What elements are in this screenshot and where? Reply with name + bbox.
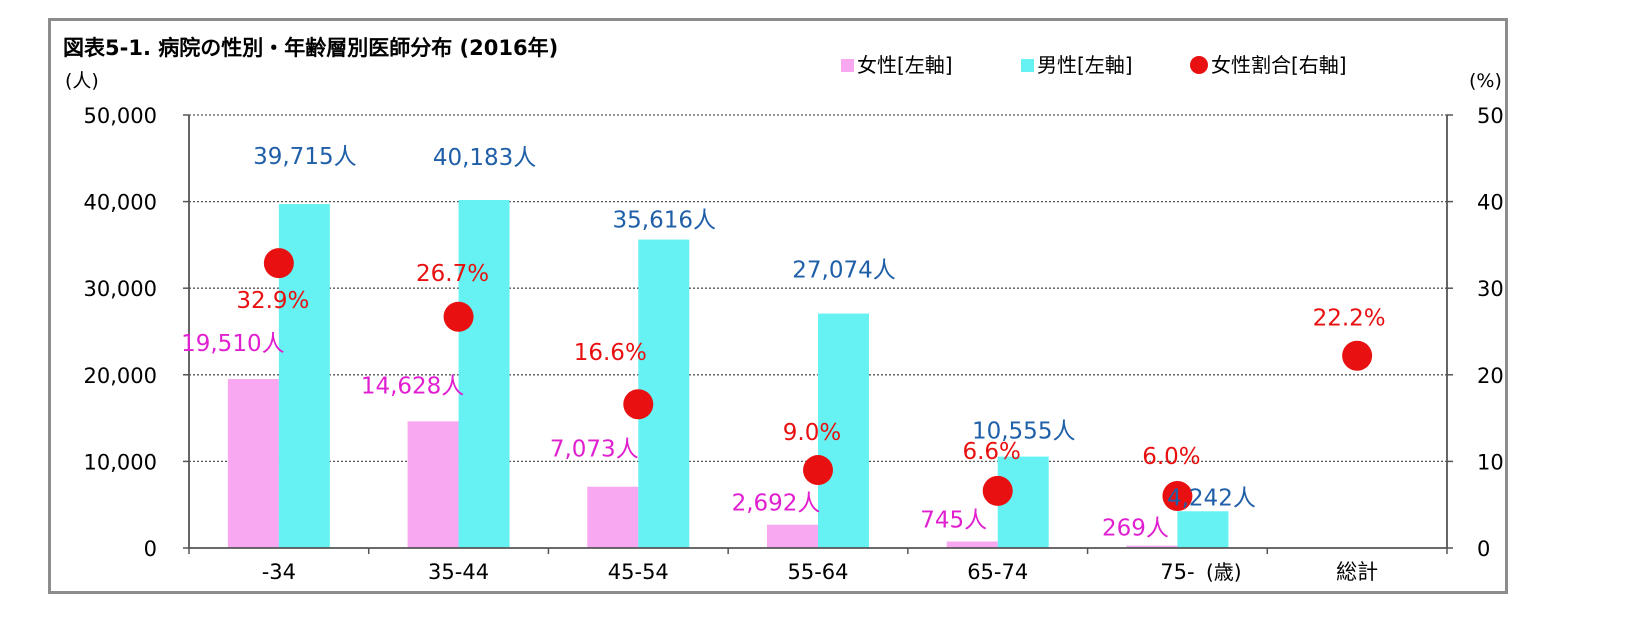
male-bar xyxy=(458,200,510,549)
female-bar xyxy=(1126,545,1178,548)
female-bar xyxy=(227,379,279,548)
female-bar xyxy=(407,421,459,548)
y-right-tick-label: 50 xyxy=(1477,104,1504,128)
male-data-label: 35,616人 xyxy=(613,208,716,234)
ratio-point xyxy=(982,475,1013,506)
ratio-data-label: 9.0% xyxy=(783,420,841,446)
legend-label-ratio: 女性割合[右軸] xyxy=(1211,53,1347,77)
axes: 0 0 10,000 10 20,000 20 30,000 30 40,000 40 50,000… xyxy=(84,104,1504,584)
y-right-tick-label: 0 xyxy=(1477,537,1490,561)
male-data-label: 39,715人 xyxy=(253,144,356,170)
male-data-label: 10,555人 xyxy=(972,419,1075,445)
x-tick-label: 75- xyxy=(1160,560,1194,584)
ratio-point xyxy=(443,301,474,332)
chart-svg: 図表5-1. 病院の性別・年齢層別医師分布 (2016年) (人) (%) (歳… xyxy=(63,36,1504,584)
female-data-label: 2,692人 xyxy=(732,491,821,517)
legend-swatch-ratio xyxy=(1190,56,1208,74)
y-left-tick-label: 50,000 xyxy=(84,104,157,128)
ratio-data-label: 32.9% xyxy=(236,288,309,314)
x-tick-label: -34 xyxy=(262,560,296,584)
chart-title: 図表5-1. 病院の性別・年齢層別医師分布 (2016年) xyxy=(63,36,558,60)
male-bar xyxy=(818,313,869,548)
female-bar xyxy=(946,541,998,548)
male-data-label: 40,183人 xyxy=(433,145,536,171)
ratio-point xyxy=(1342,340,1373,371)
female-data-label: 745人 xyxy=(920,508,987,534)
x-tick-label: 総計 xyxy=(1336,560,1378,584)
ratio-data-label: 22.2% xyxy=(1313,306,1386,332)
legend-swatch-male xyxy=(1021,59,1034,72)
female-bar xyxy=(587,486,639,548)
y-left-tick-label: 0 xyxy=(144,537,157,561)
y-right-tick-label: 10 xyxy=(1477,450,1504,474)
y-axis-left-label: (人) xyxy=(65,70,99,92)
male-data-label: 4,242人 xyxy=(1167,485,1256,511)
ratio-point xyxy=(623,389,654,420)
chart-frame: 図表5-1. 病院の性別・年齢層別医師分布 (2016年) (人) (%) (歳… xyxy=(48,18,1508,594)
gridlines xyxy=(189,114,1447,463)
y-left-tick-label: 30,000 xyxy=(84,277,157,301)
ratio-point xyxy=(803,455,833,486)
legend-label-male: 男性[左軸] xyxy=(1037,53,1133,77)
female-data-label: 14,628人 xyxy=(361,373,464,399)
data-labels: 19,510人 39,715人 32.9% 14,628人 40,183人 26.7% 7,… xyxy=(181,144,1386,542)
legend-swatch-female xyxy=(841,59,854,72)
ratio-data-label: 16.6% xyxy=(574,340,647,366)
male-data-label: 27,074人 xyxy=(792,258,895,284)
ratio-points xyxy=(263,248,1373,512)
x-tick-label: 65-74 xyxy=(967,560,1028,584)
ratio-point xyxy=(1162,481,1193,512)
y-right-tick-label: 40 xyxy=(1477,191,1504,215)
female-bar xyxy=(767,524,818,548)
female-data-label: 19,510人 xyxy=(181,331,284,357)
y-right-tick-label: 20 xyxy=(1477,364,1504,388)
legend-label-female: 女性[左軸] xyxy=(857,53,953,77)
x-tick-label: 45-54 xyxy=(608,560,669,584)
x-tick-label: 55-64 xyxy=(787,560,848,584)
female-data-label: 7,073人 xyxy=(550,437,639,463)
ratio-data-label: 6.0% xyxy=(1142,444,1200,470)
y-axis-right-label: (%) xyxy=(1469,70,1502,92)
x-axis-unit-label: (歳) xyxy=(1206,560,1242,584)
bars xyxy=(227,200,1229,549)
ratio-point xyxy=(263,248,294,279)
male-bar xyxy=(1177,511,1229,548)
y-left-tick-label: 20,000 xyxy=(84,364,157,388)
ratio-data-label: 6.6% xyxy=(962,439,1020,465)
ratio-data-label: 26.7% xyxy=(416,261,489,287)
legend: 女性[左軸] 男性[左軸] 女性割合[右軸] xyxy=(841,53,1347,77)
female-data-label: 269人 xyxy=(1102,516,1169,542)
x-tick-label: 35-44 xyxy=(428,560,489,584)
y-left-tick-label: 10,000 xyxy=(84,450,157,474)
y-left-tick-label: 40,000 xyxy=(84,191,157,215)
y-right-tick-label: 30 xyxy=(1477,277,1504,301)
